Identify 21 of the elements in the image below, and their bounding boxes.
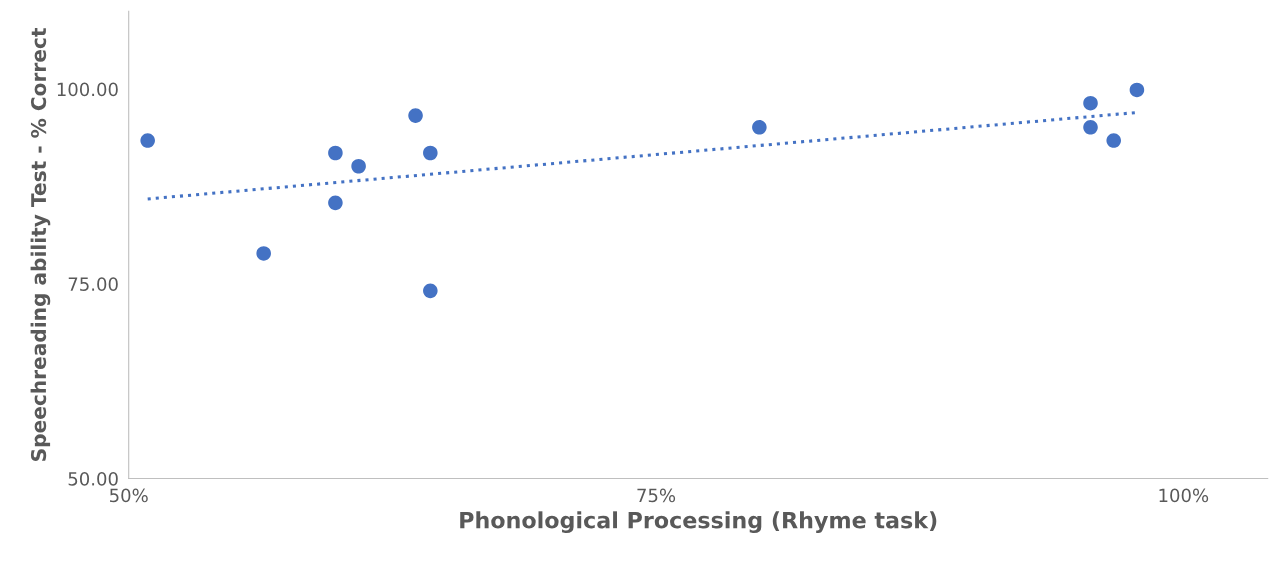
y-tick-label: 50.00 xyxy=(68,472,118,486)
y-axis-title: Speechreading ability Test - % Correct xyxy=(30,27,51,461)
point xyxy=(1129,82,1145,98)
point xyxy=(1106,133,1121,148)
y-tick-label: 75.00 xyxy=(68,277,118,291)
point xyxy=(140,133,155,148)
point xyxy=(408,108,423,123)
x-axis-title: Phonological Processing (Rhyme task) xyxy=(460,511,937,533)
point xyxy=(328,195,343,211)
point xyxy=(1083,120,1098,135)
point xyxy=(752,120,767,135)
point xyxy=(423,145,438,161)
x-tick-label: 100% xyxy=(1159,488,1209,503)
y-tick-label: 100.00 xyxy=(57,82,118,97)
point xyxy=(1083,95,1098,111)
x-tick-label: 50% xyxy=(110,488,148,503)
point xyxy=(256,246,271,261)
point xyxy=(351,158,366,174)
point xyxy=(423,283,438,299)
x-tick-label: 75% xyxy=(637,488,676,503)
point xyxy=(328,145,343,161)
